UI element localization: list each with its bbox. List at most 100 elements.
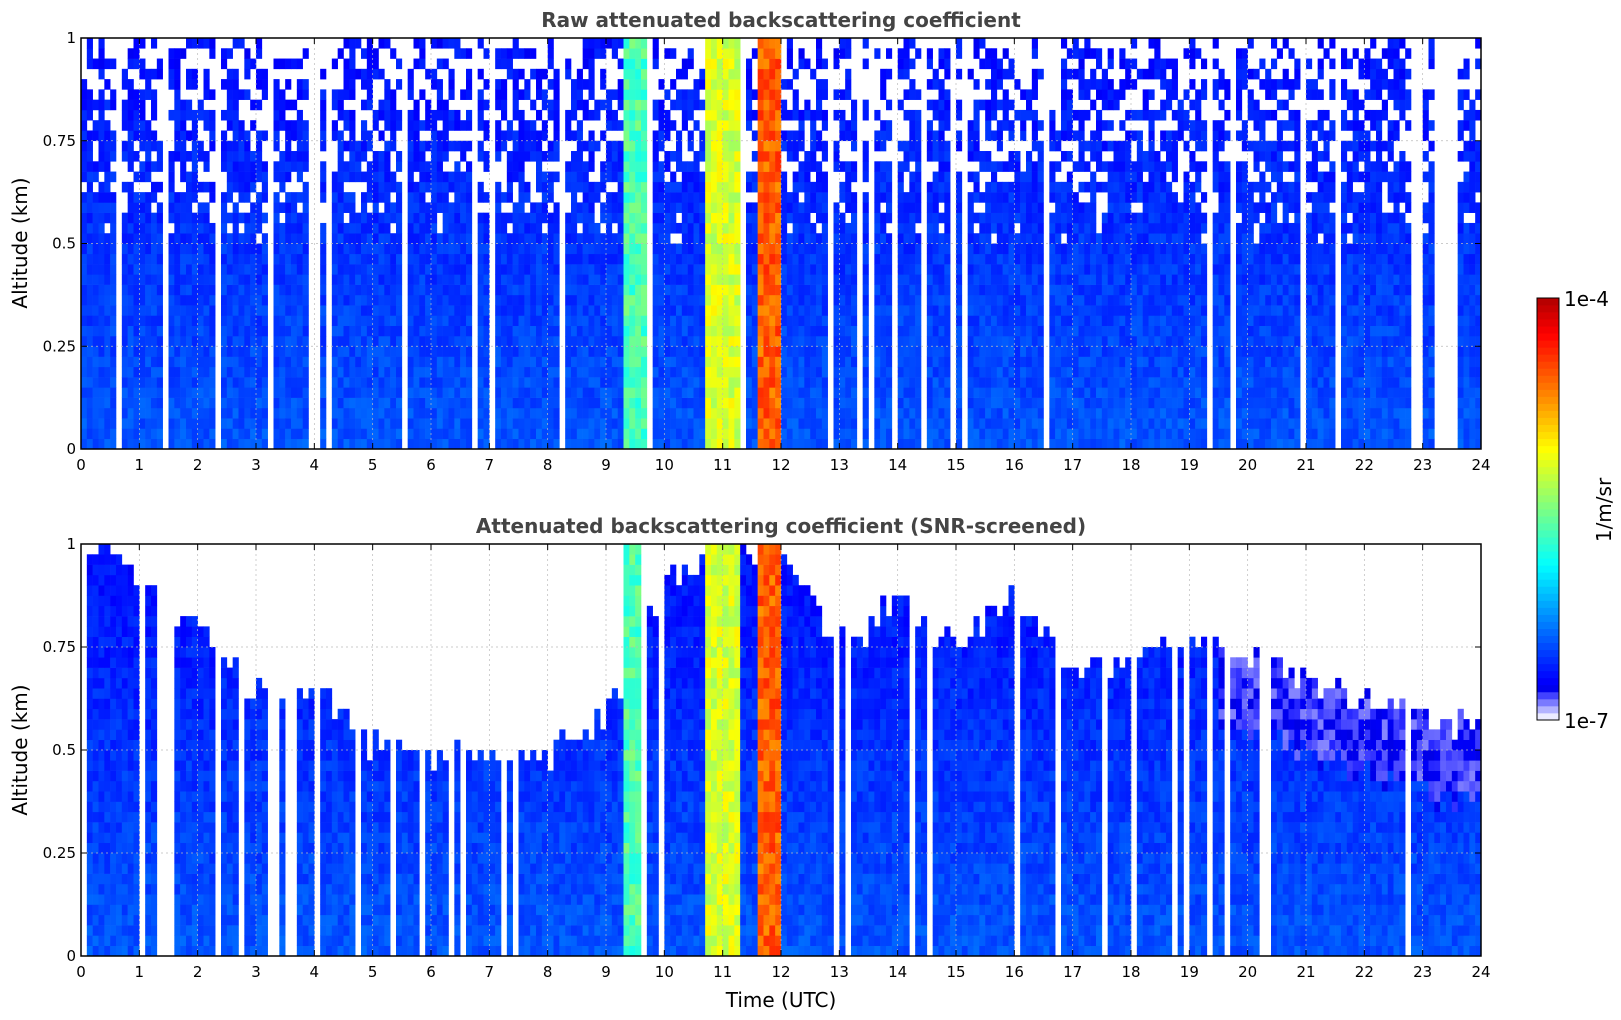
heat-cell bbox=[571, 222, 578, 234]
heat-cell bbox=[699, 335, 706, 347]
heat-cell bbox=[104, 264, 111, 275]
heat-cell bbox=[600, 233, 607, 244]
heat-cell bbox=[244, 387, 251, 398]
heat-cell bbox=[956, 315, 963, 326]
heat-cell bbox=[378, 325, 385, 337]
heat-cell bbox=[296, 264, 303, 275]
heat-cell bbox=[862, 438, 869, 450]
heat-cell bbox=[687, 438, 694, 450]
heat-cell bbox=[436, 243, 443, 255]
heat-cell bbox=[518, 109, 525, 121]
heat-cell bbox=[425, 284, 432, 296]
heat-cell bbox=[588, 38, 595, 49]
heat-cell bbox=[320, 325, 327, 337]
heat-cell bbox=[693, 171, 700, 183]
heat-cell bbox=[757, 366, 764, 378]
heat-cell bbox=[664, 120, 671, 131]
heat-cell bbox=[191, 212, 198, 224]
heat-cell bbox=[781, 325, 788, 337]
heat-cell bbox=[512, 366, 519, 378]
heat-cell bbox=[186, 294, 193, 306]
heat-cell bbox=[611, 264, 618, 275]
heat-cell bbox=[722, 181, 729, 193]
heat-cell bbox=[238, 294, 245, 306]
heat-cell bbox=[652, 109, 659, 121]
heat-cell bbox=[285, 161, 292, 172]
heat-cell bbox=[763, 99, 770, 111]
heat-cell bbox=[127, 48, 134, 59]
heat-cell bbox=[862, 325, 869, 337]
heat-cell bbox=[932, 294, 939, 306]
heat-cell bbox=[576, 233, 583, 244]
heat-cell bbox=[816, 315, 823, 326]
heat-cell bbox=[355, 346, 362, 357]
heat-cell bbox=[127, 335, 134, 347]
heat-cell bbox=[641, 212, 648, 224]
heat-cell bbox=[728, 68, 735, 80]
heat-cell bbox=[874, 366, 881, 378]
heat-cell bbox=[1002, 387, 1009, 398]
heat-cell bbox=[407, 366, 414, 378]
heat-cell bbox=[862, 243, 869, 255]
heat-cell bbox=[629, 346, 636, 357]
heat-cell bbox=[553, 109, 560, 121]
heat-cell bbox=[833, 377, 840, 388]
heat-cell bbox=[716, 325, 723, 337]
heat-cell bbox=[810, 151, 817, 162]
heat-cell bbox=[436, 161, 443, 172]
heat-cell bbox=[413, 264, 420, 275]
heat-cell bbox=[81, 151, 88, 162]
heat-cell bbox=[454, 325, 461, 337]
heat-cell bbox=[641, 264, 648, 275]
heat-cell bbox=[769, 243, 776, 255]
heat-cell bbox=[1031, 130, 1038, 142]
heat-cell bbox=[355, 377, 362, 388]
heat-cell bbox=[203, 438, 210, 450]
heat-cell bbox=[903, 356, 910, 368]
heat-cell bbox=[862, 264, 869, 275]
heat-cell bbox=[232, 284, 239, 296]
heat-cell bbox=[996, 130, 1003, 142]
heat-cell bbox=[361, 130, 368, 142]
heat-cell bbox=[209, 438, 216, 450]
heat-cell bbox=[81, 243, 88, 255]
heat-cell bbox=[658, 212, 665, 224]
heat-cell bbox=[355, 284, 362, 296]
heat-cell bbox=[664, 335, 671, 347]
heat-cell bbox=[501, 130, 508, 142]
heat-cell bbox=[133, 325, 140, 337]
heat-cell bbox=[145, 79, 152, 90]
heat-cell bbox=[221, 264, 228, 275]
heat-cell bbox=[926, 202, 933, 213]
heat-cell bbox=[781, 233, 788, 244]
heat-cell bbox=[903, 48, 910, 59]
heat-cell bbox=[86, 130, 93, 142]
heat-cell bbox=[897, 294, 904, 306]
heat-cell bbox=[413, 140, 420, 152]
heat-cell bbox=[833, 89, 840, 100]
heat-cell bbox=[641, 243, 648, 255]
heat-cell bbox=[728, 438, 735, 450]
heat-cell bbox=[186, 325, 193, 337]
heat-cell bbox=[967, 264, 974, 275]
heat-cell bbox=[226, 397, 233, 409]
heat-cell bbox=[378, 428, 385, 440]
heat-cell bbox=[839, 284, 846, 296]
heat-cell bbox=[763, 130, 770, 142]
heat-cell bbox=[734, 397, 741, 409]
heat-cell bbox=[716, 171, 723, 183]
heat-cell bbox=[769, 253, 776, 265]
heat-cell bbox=[839, 407, 846, 419]
heat-cell bbox=[769, 151, 776, 162]
heat-cell bbox=[133, 335, 140, 347]
heat-cell bbox=[687, 222, 694, 234]
heat-cell bbox=[821, 377, 828, 388]
heat-cell bbox=[506, 192, 513, 203]
heat-cell bbox=[518, 438, 525, 450]
heat-cell bbox=[104, 366, 111, 378]
heat-cell bbox=[786, 377, 793, 388]
heat-cell bbox=[506, 274, 513, 285]
heat-cell bbox=[880, 140, 887, 152]
heat-cell bbox=[722, 68, 729, 80]
heat-cell bbox=[86, 140, 93, 152]
